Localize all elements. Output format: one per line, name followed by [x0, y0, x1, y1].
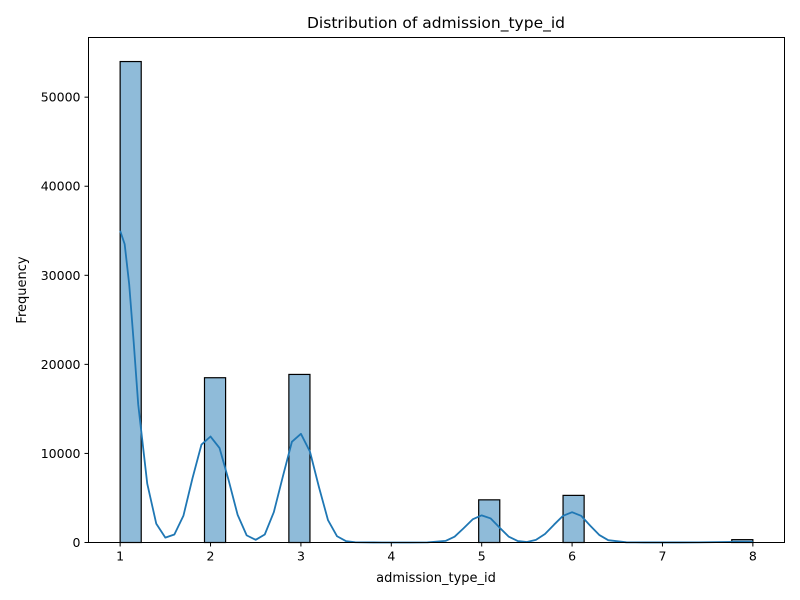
plot-frame	[88, 37, 785, 543]
histogram-bars	[119, 60, 754, 544]
histogram-bar	[288, 373, 311, 544]
y-tick-label: 20000	[41, 357, 81, 372]
y-tick-label: 10000	[41, 446, 81, 461]
y-tick-label: 50000	[41, 90, 81, 105]
y-tick-label: 0	[73, 535, 81, 550]
x-axis-ticks: 1 2 3 4 5 6 7 8	[116, 542, 757, 564]
y-axis-ticks: 0 10000 20000 30000 40000 50000	[41, 90, 89, 550]
x-tick-label: 5	[478, 549, 486, 564]
histogram-bar	[562, 494, 585, 544]
y-tick-label: 40000	[41, 179, 81, 194]
histogram-bar	[478, 499, 501, 544]
x-tick-label: 7	[658, 549, 666, 564]
x-tick-label: 6	[568, 549, 576, 564]
x-tick-label: 3	[297, 549, 305, 564]
y-axis-label: Frequency	[15, 256, 30, 323]
chart-title: Distribution of admission_type_id	[307, 14, 565, 33]
x-tick-label: 4	[387, 549, 395, 564]
x-tick-label: 2	[207, 549, 215, 564]
y-tick-label: 30000	[41, 268, 81, 283]
x-tick-label: 1	[116, 549, 124, 564]
x-axis-label: admission_type_id	[376, 571, 496, 586]
x-tick-label: 8	[749, 549, 757, 564]
